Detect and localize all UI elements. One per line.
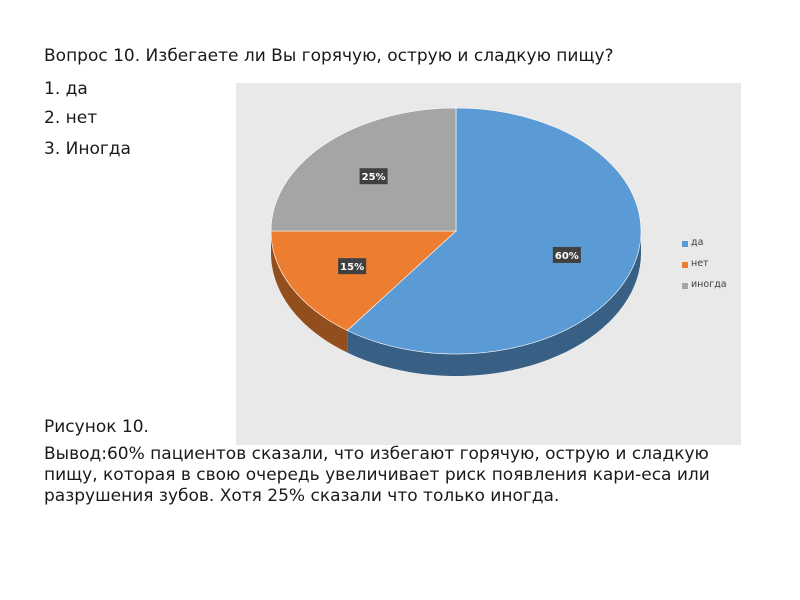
data-label-box bbox=[359, 168, 388, 185]
answer-option-1: 1. да bbox=[44, 79, 88, 99]
pie-side-walls bbox=[271, 231, 641, 376]
answer-option-3: 3. Иногда bbox=[44, 139, 131, 159]
pie-slice-нет bbox=[270, 230, 457, 331]
data-label-text: 25% bbox=[362, 172, 386, 183]
data-label-text: 15% bbox=[340, 262, 364, 273]
legend-swatch bbox=[682, 283, 688, 289]
figure-caption: Рисунок 10. bbox=[44, 417, 149, 437]
data-label-text: 60% bbox=[555, 251, 579, 262]
pie-slice-side-да bbox=[347, 231, 641, 376]
pie-chart-panel: 60% 15% 25% да нет иногда bbox=[236, 83, 741, 445]
legend-swatch bbox=[682, 262, 688, 268]
data-labels: 60% 15% 25% bbox=[338, 168, 581, 275]
data-label-да: 60% bbox=[552, 246, 581, 263]
legend-swatch bbox=[682, 241, 688, 247]
pie-slices bbox=[270, 107, 642, 355]
data-label-box bbox=[338, 258, 367, 275]
conclusion-text: Вывод:60% пациентов сказали, что избегаю… bbox=[44, 444, 710, 506]
legend-label: иногда bbox=[691, 279, 727, 290]
data-label-box bbox=[552, 246, 581, 263]
pie-slice-да bbox=[346, 107, 642, 355]
pie-chart: 60% 15% 25% bbox=[270, 107, 642, 376]
legend-label: да bbox=[691, 237, 704, 248]
legend-label: нет bbox=[691, 258, 709, 269]
pie-slice-side-нет bbox=[271, 231, 348, 353]
question-title: Вопрос 10. Избегаете ли Вы горячую, остр… bbox=[44, 46, 614, 66]
answer-option-2: 2. нет bbox=[44, 108, 98, 128]
data-label-иногда: 25% bbox=[359, 168, 388, 185]
data-label-нет: 15% bbox=[338, 258, 367, 275]
